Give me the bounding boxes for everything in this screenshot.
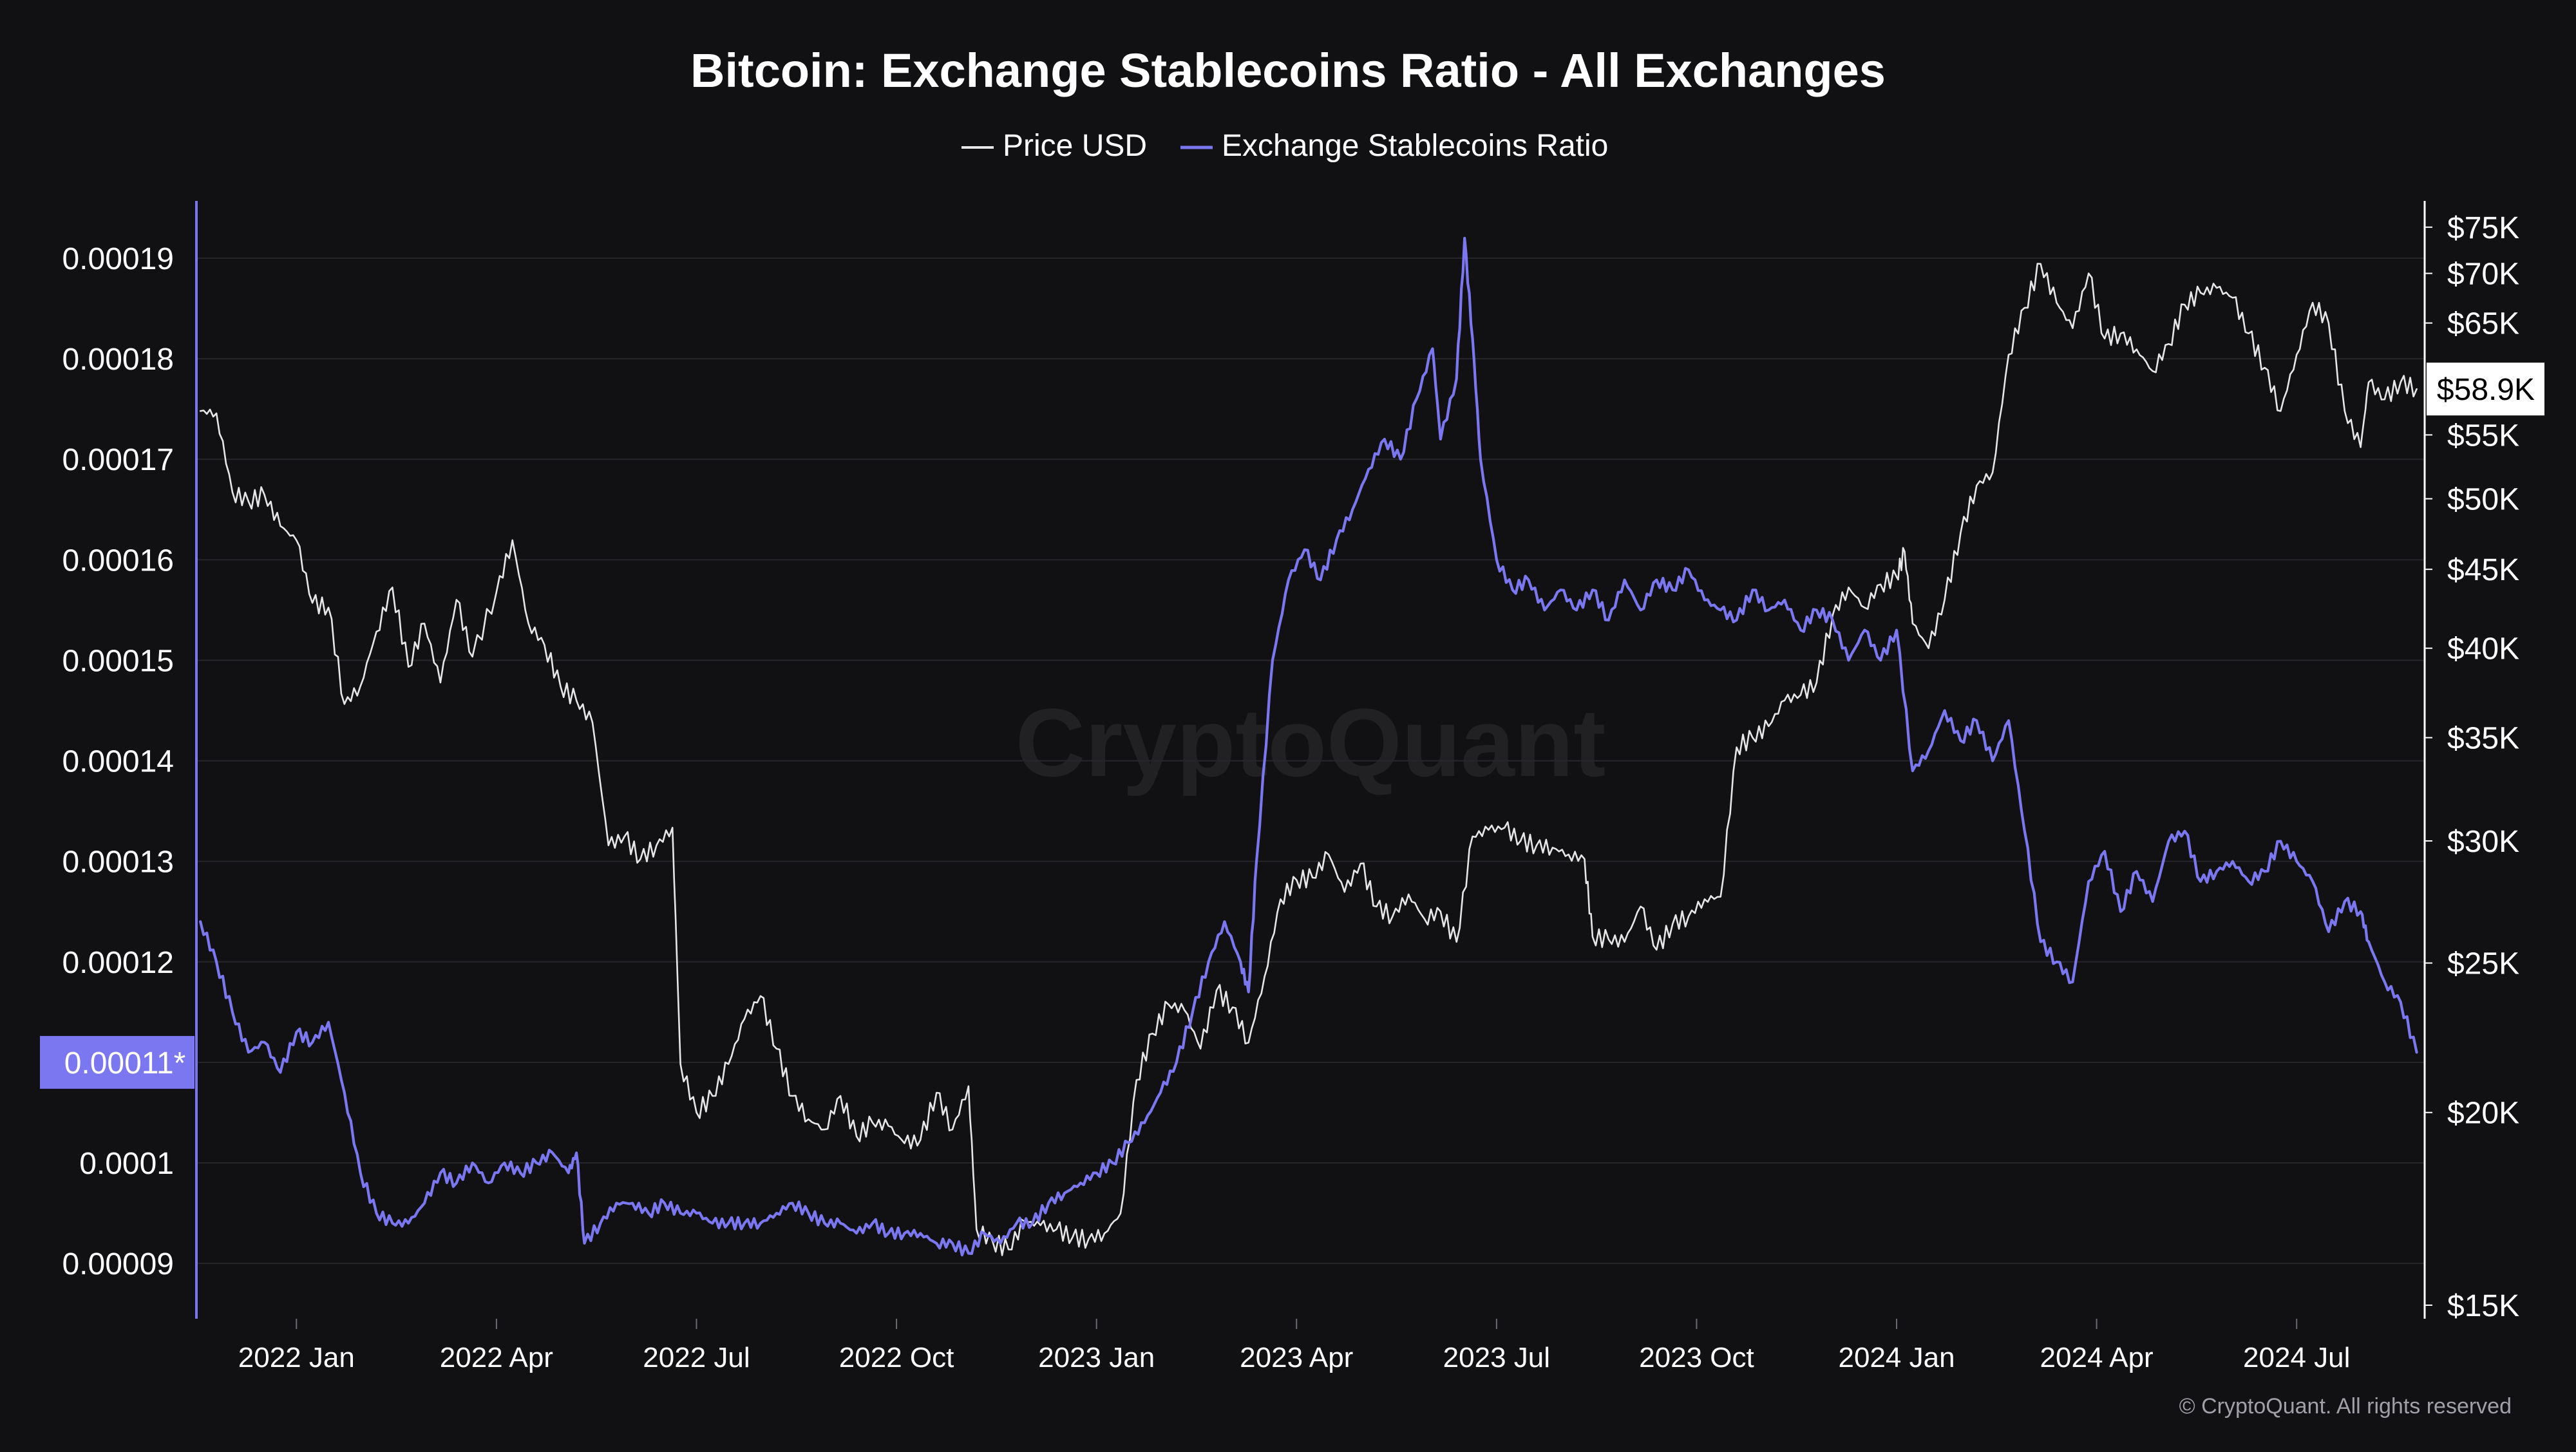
x-tick-label: 2023 Oct [1639, 1342, 1754, 1373]
left-tick-label: 0.00016 [62, 543, 174, 578]
x-tick-label: 2023 Jan [1038, 1342, 1155, 1373]
exchange-stablecoins-ratio-line [199, 236, 2418, 1257]
right-tick-label: $50K [2447, 483, 2519, 517]
left-tick-label: 0.00014 [62, 745, 174, 779]
legend-price-label[interactable]: Price USD [1003, 129, 1147, 163]
left-tick-label: 0.00013 [62, 845, 174, 880]
right-axis-ticks: $75K $70K $65K $55K $50K $45K $40K $35K $30K $25K… [2425, 211, 2519, 1323]
right-tick-label: $20K [2447, 1097, 2519, 1131]
left-tick-label: 0.00019 [62, 242, 174, 276]
right-tick-label: $55K [2447, 419, 2519, 453]
x-axis-ticks: 2022 Jan 2022 Apr 2022 Jul 2022 Oct 2023 Jan… [238, 1319, 2350, 1373]
current-ratio-badge: 0.00011* [40, 1035, 194, 1089]
x-tick-label: 2024 Apr [2040, 1342, 2154, 1373]
right-tick-label: $70K [2447, 258, 2519, 292]
gridlines [196, 257, 2425, 1265]
current-price-label: $58.9K [2437, 373, 2535, 407]
price-usd-line [199, 263, 2418, 1256]
x-tick-label: 2024 Jan [1839, 1342, 1955, 1373]
x-tick-label: 2022 Apr [440, 1342, 553, 1373]
x-tick-label: 2023 Apr [1240, 1342, 1353, 1373]
chart-title: Bitcoin: Exchange Stablecoins Ratio - Al… [690, 44, 1886, 97]
x-tick-label: 2022 Jan [238, 1342, 355, 1373]
left-tick-label: 0.00009 [62, 1247, 174, 1281]
x-tick-label: 2022 Oct [839, 1342, 954, 1373]
right-tick-label: $40K [2447, 632, 2519, 666]
left-tick-label: 0.00015 [62, 644, 174, 678]
current-ratio-label: 0.00011* [64, 1046, 186, 1080]
right-tick-label: $30K [2447, 825, 2519, 859]
left-tick-label: 0.0001 [79, 1147, 174, 1181]
right-tick-label: $75K [2447, 211, 2519, 245]
legend-ratio-label[interactable]: Exchange Stablecoins Ratio [1222, 129, 1608, 163]
right-tick-label: $15K [2447, 1289, 2519, 1323]
watermark: CryptoQuant [1016, 688, 1606, 797]
x-tick-label: 2024 Jul [2243, 1342, 2350, 1373]
current-ratio-badge-bg [40, 1035, 194, 1089]
left-tick-label: 0.00017 [62, 443, 174, 477]
x-tick-label: 2022 Jul [643, 1342, 750, 1373]
right-tick-label: $45K [2447, 553, 2519, 587]
copyright-text: © CryptoQuant. All rights reserved [2179, 1394, 2512, 1419]
series-group [199, 236, 2418, 1257]
right-tick-label: $65K [2447, 307, 2519, 341]
left-axis-ticks: 0.00019 0.00018 0.00017 0.00016 0.00015 0.000… [62, 242, 174, 1281]
axes [195, 201, 2426, 1319]
right-tick-label: $25K [2447, 947, 2519, 981]
left-tick-label: 0.00012 [62, 946, 174, 980]
left-tick-label: 0.00018 [62, 343, 174, 377]
x-tick-label: 2023 Jul [1443, 1342, 1550, 1373]
current-price-badge: $58.9K [2427, 363, 2544, 416]
right-tick-label: $35K [2447, 722, 2519, 756]
current-price-badge-bg [2427, 363, 2544, 416]
legend[interactable]: Price USD Exchange Stablecoins Ratio [961, 129, 1608, 163]
